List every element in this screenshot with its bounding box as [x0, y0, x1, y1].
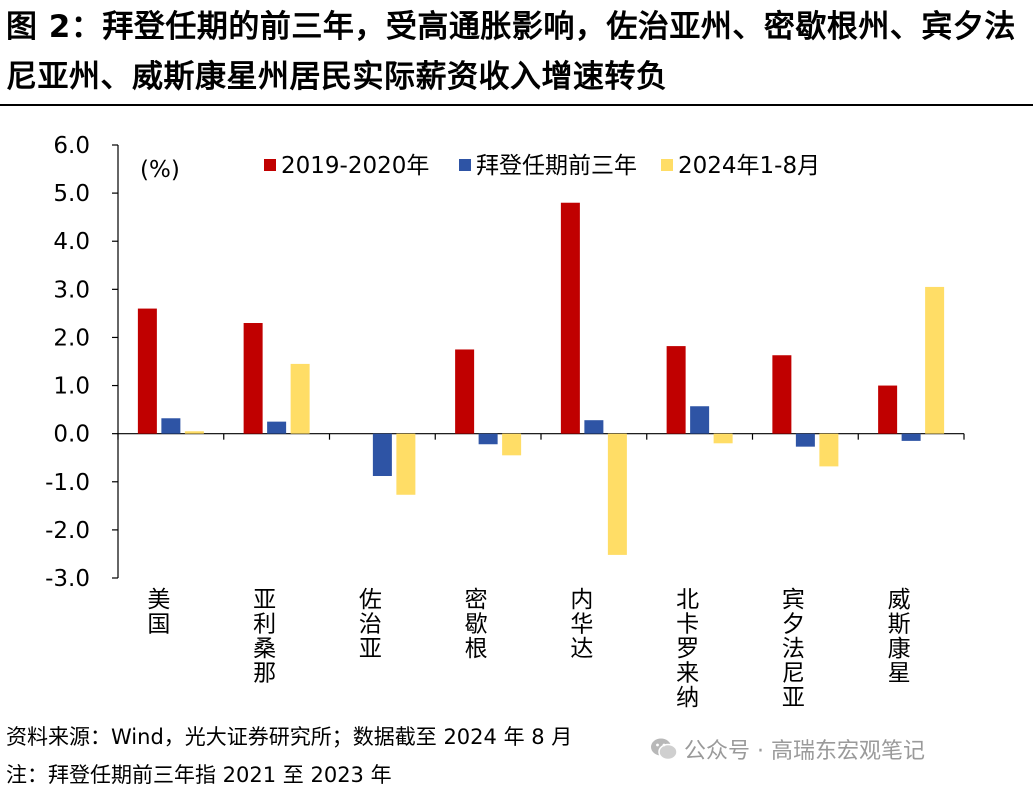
- bar-3-4: [502, 433, 522, 456]
- bar-3-6: [713, 433, 733, 444]
- y-tick-label: -3.0: [45, 566, 90, 592]
- y-tick-label: 4.0: [53, 229, 90, 255]
- bar-1-2: [243, 323, 263, 434]
- legend-label-1: 2019-2020年: [281, 153, 429, 179]
- bar-1-1: [137, 308, 157, 434]
- bar-3-3: [396, 433, 416, 495]
- bar-1-6: [666, 346, 686, 434]
- bar-1-4: [455, 349, 475, 434]
- y-tick-label: 6.0: [53, 133, 90, 159]
- y-tick-label: 0.0: [53, 422, 90, 448]
- watermark-text: 公众号 · 高瑞东宏观笔记: [684, 739, 925, 764]
- bar-1-7: [772, 355, 792, 434]
- legend-label-3: 2024年1-8月: [678, 153, 820, 179]
- bar-2-4: [478, 433, 498, 445]
- bar-3-1: [184, 431, 204, 434]
- bar-2-3: [372, 433, 392, 477]
- x-category-label: 美国: [147, 587, 170, 638]
- y-tick-label: 5.0: [53, 181, 90, 207]
- x-category-label: 亚利桑那: [253, 587, 276, 687]
- title-divider: [0, 104, 1033, 106]
- chart-axes: 6.0 5.0 4.0 3.0 2.0 1.0 0.0 -1.0 -2.0 -3.0 (%) 美国 亚利…: [45, 133, 965, 711]
- legend-swatch-3: [661, 159, 673, 171]
- chart-bars: [137, 202, 945, 555]
- legend-swatch-2: [459, 159, 471, 171]
- bar-2-2: [267, 421, 287, 434]
- bar-3-8: [925, 286, 945, 434]
- y-unit-label: (%): [140, 157, 180, 183]
- x-category-label: 宾夕法尼亚: [782, 587, 805, 711]
- legend-label-2: 拜登任期前三年: [476, 153, 637, 179]
- y-tick-label: -2.0: [45, 518, 90, 544]
- chart-title: 图 2：拜登任期的前三年，受高通胀影响，佐治亚州、密歇根州、宾夕法尼亚州、威斯康…: [6, 9, 1016, 95]
- x-category-label: 佐治亚: [359, 587, 382, 662]
- y-tick-label: 1.0: [53, 374, 90, 400]
- bar-1-8: [878, 385, 898, 434]
- bar-2-8: [901, 433, 921, 441]
- y-tick-label: -1.0: [45, 470, 90, 496]
- watermark: 公众号 · 高瑞东宏观笔记: [650, 733, 925, 765]
- y-tick-label: 3.0: [53, 277, 90, 303]
- bar-2-5: [584, 420, 604, 434]
- wechat-icon: [651, 738, 678, 761]
- y-tick-label: 2.0: [53, 325, 90, 351]
- legend-swatch-1: [264, 159, 276, 171]
- bar-2-7: [795, 433, 815, 447]
- source-note: 资料来源：Wind，光大证券研究所；数据截至 2024 年 8 月: [6, 725, 573, 749]
- x-category-label: 威斯康星: [888, 587, 911, 687]
- bar-3-5: [607, 433, 627, 555]
- bar-chart: 6.0 5.0 4.0 3.0 2.0 1.0 0.0 -1.0 -2.0 -3.0 (%) 美国 亚利…: [45, 133, 965, 711]
- x-category-label: 密歇根: [465, 587, 488, 662]
- x-category-label: 内华达: [570, 587, 593, 662]
- x-category-label: 北卡罗来纳: [676, 587, 699, 711]
- bar-2-1: [161, 418, 181, 434]
- bar-1-5: [560, 202, 580, 434]
- bar-2-6: [690, 406, 710, 434]
- bar-3-7: [819, 433, 839, 467]
- footnote: 注：拜登任期前三年指 2021 至 2023 年: [6, 763, 392, 787]
- bar-3-2: [290, 363, 310, 434]
- chart-legend: 2019-2020年 拜登任期前三年 2024年1-8月: [264, 153, 820, 179]
